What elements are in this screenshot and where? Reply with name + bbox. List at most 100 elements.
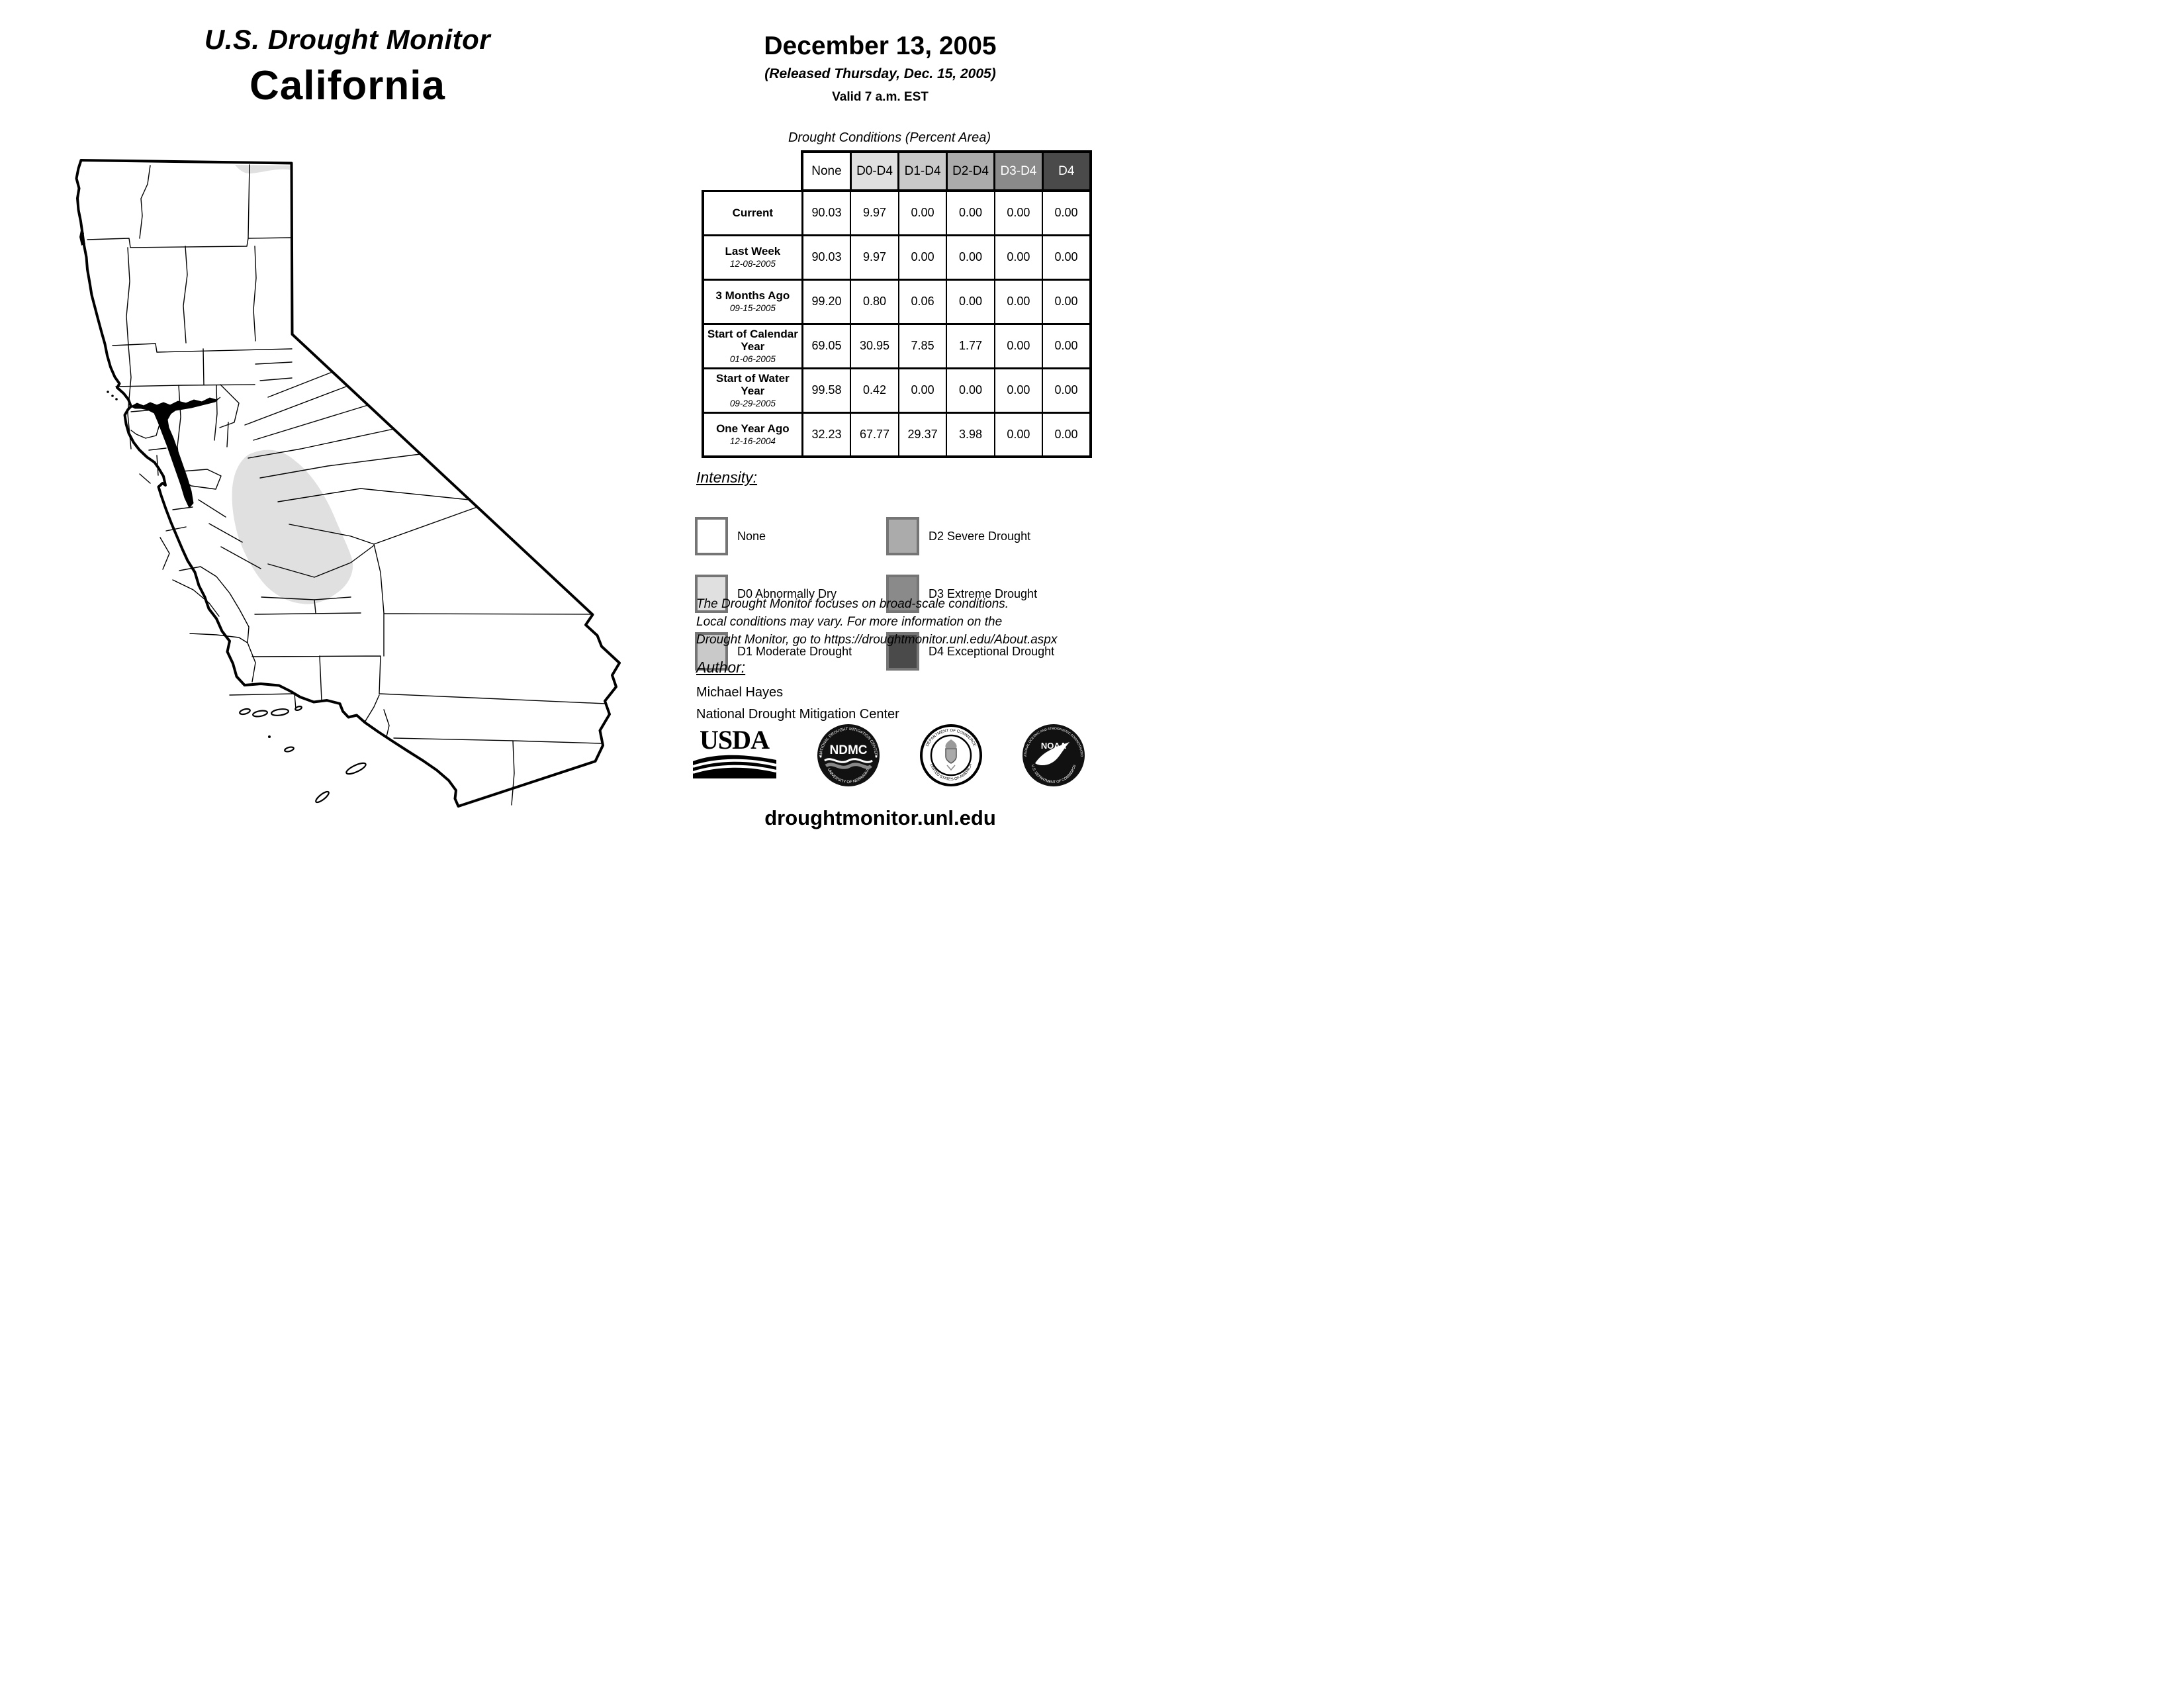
table-caption: Drought Conditions (Percent Area) bbox=[788, 130, 991, 145]
disclaimer-line: Local conditions may vary. For more info… bbox=[696, 614, 1003, 629]
website-url: droughtmonitor.unl.edu bbox=[764, 806, 996, 829]
value-cell: 99.20 bbox=[801, 278, 852, 324]
value-cell: 0.00 bbox=[946, 234, 995, 280]
column-header-d4: D4 bbox=[1041, 150, 1092, 192]
value-cell: 1.77 bbox=[946, 322, 995, 369]
value-cell: 0.00 bbox=[1042, 189, 1092, 236]
table-row-one-year-ago: One Year Ago 12-16-2004 32.23 67.77 29.37… bbox=[701, 411, 1092, 458]
d0-area-north-sliver bbox=[235, 165, 291, 174]
released-date: (Released Thursday, Dec. 15, 2005) bbox=[764, 66, 996, 81]
value-cell: 0.06 bbox=[897, 278, 948, 324]
table-row-current: Current 90.03 9.97 0.00 0.00 0.00 0.00 bbox=[701, 189, 1092, 236]
ndmc-wordmark: NDMC bbox=[830, 743, 868, 757]
column-header-d2d4: D2-D4 bbox=[945, 150, 996, 192]
value-cell: 0.00 bbox=[946, 189, 995, 236]
table-row-start-water-year: Start of Water Year 09-29-2005 99.58 0.42… bbox=[701, 367, 1092, 414]
value-cell: 0.00 bbox=[993, 367, 1044, 413]
d0-area-central bbox=[232, 449, 353, 604]
table-row-start-calendar-year: Start of Calendar Year 01-06-2005 69.05 3… bbox=[701, 322, 1092, 369]
value-cell: 0.00 bbox=[993, 189, 1044, 236]
row-date: 12-08-2005 bbox=[729, 259, 776, 269]
drought-conditions-table: None D0-D4 D1-D4 D2-D4 D3-D4 D4 Current … bbox=[701, 150, 1092, 458]
report-title: U.S. Drought Monitor bbox=[204, 24, 491, 55]
noaa-bird-icon bbox=[1035, 741, 1069, 765]
map-date: December 13, 2005 bbox=[764, 32, 997, 60]
disclaimer-line: Drought Monitor, go to https://droughtmo… bbox=[696, 632, 1058, 647]
row-label: Start of Water Year bbox=[715, 371, 790, 397]
drought-monitor-report: U.S. Drought Monitor California bbox=[0, 0, 1092, 844]
state-border bbox=[75, 159, 621, 808]
legend-item-d0: D0 Abnormally Dry bbox=[695, 574, 886, 614]
value-cell: 9.97 bbox=[850, 234, 899, 280]
author-organization: National Drought Mitigation Center bbox=[696, 707, 899, 722]
intensity-heading: Intensity: bbox=[696, 469, 758, 486]
san-francisco-bay-delta bbox=[130, 397, 221, 508]
report-title-block: U.S. Drought Monitor California bbox=[73, 24, 622, 109]
row-label: 3 Months Ago bbox=[715, 289, 790, 303]
california-map-svg bbox=[75, 159, 621, 808]
value-cell: 0.00 bbox=[1042, 411, 1092, 458]
disclaimer-text: The Drought Monitor focuses on broad-sca… bbox=[696, 596, 1057, 649]
column-header-d1d4: D1-D4 bbox=[897, 150, 948, 192]
legend-label: D4 Exceptional Drought bbox=[929, 644, 1055, 658]
d1-swatch bbox=[695, 632, 728, 671]
value-cell: 0.00 bbox=[897, 367, 948, 413]
column-header-d3d4: D3-D4 bbox=[993, 150, 1044, 192]
legend-label: D0 Abnormally Dry bbox=[737, 586, 837, 600]
valid-time: Valid 7 a.m. EST bbox=[832, 90, 929, 104]
value-cell: 32.23 bbox=[801, 411, 852, 458]
row-label: Last Week bbox=[725, 245, 781, 258]
value-cell: 0.42 bbox=[850, 367, 899, 413]
legend-label: None bbox=[737, 529, 766, 543]
d3-swatch bbox=[886, 575, 919, 613]
channel-islands bbox=[239, 705, 367, 804]
legend-item-d1: D1 Moderate Drought bbox=[695, 632, 886, 671]
value-cell: 69.05 bbox=[801, 322, 852, 369]
value-cell: 0.00 bbox=[993, 234, 1044, 280]
legend-item-none: None bbox=[695, 516, 886, 556]
row-label: Start of Calendar Year bbox=[707, 327, 798, 353]
author-heading: Author: bbox=[696, 659, 746, 676]
usda-field-icon bbox=[692, 755, 776, 778]
d2-swatch bbox=[886, 517, 919, 555]
legend-item-d3: D3 Extreme Drought bbox=[886, 574, 1085, 614]
value-cell: 30.95 bbox=[850, 322, 899, 369]
legend-label: D3 Extreme Drought bbox=[929, 586, 1038, 600]
legend-label: D1 Moderate Drought bbox=[737, 644, 852, 658]
usda-logo: USDA bbox=[690, 725, 779, 782]
row-date: 01-06-2005 bbox=[729, 353, 776, 364]
value-cell: 99.58 bbox=[801, 367, 852, 413]
value-cell: 0.00 bbox=[1042, 367, 1092, 413]
legend-item-d2: D2 Severe Drought bbox=[886, 516, 1085, 556]
intensity-legend: None D0 Abnormally Dry D1 Moderate Droug… bbox=[695, 516, 1085, 671]
value-cell: 0.00 bbox=[993, 278, 1044, 324]
date-block: December 13, 2005 (Released Thursday, De… bbox=[675, 32, 1085, 105]
farallon-islands bbox=[107, 391, 118, 400]
d0-swatch bbox=[695, 575, 728, 613]
row-label: One Year Ago bbox=[716, 422, 790, 436]
value-cell: 7.85 bbox=[897, 322, 948, 369]
legend-label: D2 Severe Drought bbox=[929, 529, 1031, 543]
value-cell: 67.77 bbox=[850, 411, 899, 458]
column-header-d0d4: D0-D4 bbox=[849, 150, 900, 192]
california-drought-map bbox=[50, 139, 645, 834]
row-date: 09-29-2005 bbox=[729, 398, 776, 408]
commerce-eagle-icon bbox=[945, 739, 957, 748]
usda-wordmark: USDA bbox=[700, 725, 770, 755]
column-header-none: None bbox=[801, 150, 852, 192]
value-cell: 0.00 bbox=[993, 322, 1044, 369]
value-cell: 0.00 bbox=[1042, 278, 1092, 324]
ndmc-logo: NATIONAL DROUGHT MITIGATION CENTER UNIVE… bbox=[817, 724, 880, 786]
table-row-last-week: Last Week 12-08-2005 90.03 9.97 0.00 0.00… bbox=[701, 234, 1092, 281]
table-corner bbox=[703, 152, 802, 191]
agency-logos: USDA NATIONAL DROUGHT MITIGATION CENTER … bbox=[690, 714, 1087, 796]
author-name: Michael Hayes bbox=[696, 685, 784, 700]
value-cell: 0.00 bbox=[946, 367, 995, 413]
noaa-logo: NATIONAL OCEANIC AND ATMOSPHERIC ADMINIS… bbox=[1021, 722, 1085, 786]
value-cell: 0.00 bbox=[897, 189, 948, 236]
value-cell: 0.00 bbox=[1042, 322, 1092, 369]
value-cell: 0.00 bbox=[993, 411, 1044, 458]
row-date: 12-16-2004 bbox=[729, 436, 776, 447]
table-row-3-months-ago: 3 Months Ago 09-15-2005 99.20 0.80 0.06 0… bbox=[701, 278, 1092, 325]
region-title: California bbox=[250, 63, 445, 109]
